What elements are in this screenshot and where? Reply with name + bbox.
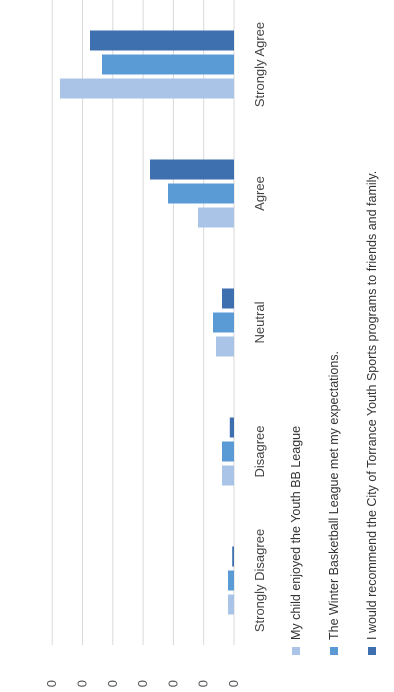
value-tick-label: 0 — [226, 680, 241, 687]
category-labels: Strongly Disagree Disagree Neutral Agree Str… — [252, 22, 267, 632]
bar-2-strongly-agree — [102, 54, 234, 75]
bars — [60, 30, 234, 615]
legend-swatch — [330, 647, 338, 655]
legend-swatch — [368, 647, 376, 655]
bar-2-strongly-disagree — [228, 570, 234, 591]
value-tick-label: 0 — [105, 680, 120, 687]
category-label: Strongly Agree — [252, 22, 267, 107]
bar-3-strongly-agree — [90, 30, 234, 51]
value-tick-label: 0 — [165, 680, 180, 687]
bar-1-disagree — [222, 465, 234, 486]
bar-2-agree — [168, 183, 234, 204]
bar-1-neutral — [216, 336, 234, 357]
category-label: Strongly Disagree — [252, 529, 267, 632]
value-tick-label: 0 — [196, 680, 211, 687]
value-tick-label: 0 — [135, 680, 150, 687]
legend-label: The Winter Basketball League met my expe… — [327, 351, 341, 640]
bar-2-disagree — [222, 441, 234, 462]
value-tick-label: 0 — [44, 680, 59, 687]
category-label: Agree — [252, 176, 267, 211]
bar-1-agree — [198, 207, 234, 228]
legend-label: I would recommend the City of Torrance Y… — [365, 171, 379, 640]
value-tick-labels: 0 0 0 0 0 0 0 — [44, 680, 241, 687]
legend-label: My child enjoyed the Youth BB League — [289, 426, 303, 640]
bar-1-strongly-disagree — [228, 594, 234, 615]
bar-3-strongly-disagree — [232, 546, 234, 567]
legend: My child enjoyed the Youth BB League The … — [289, 171, 379, 655]
bar-3-neutral — [222, 288, 234, 309]
bar-2-neutral — [213, 312, 234, 333]
value-tick-label: 0 — [75, 680, 90, 687]
bar-3-disagree — [229, 417, 234, 438]
legend-swatch — [292, 647, 300, 655]
category-label: Disagree — [252, 425, 267, 477]
bar-3-agree — [150, 159, 234, 180]
bar-1-strongly-agree — [60, 78, 234, 99]
gridlines — [51, 0, 235, 645]
category-label: Neutral — [252, 301, 267, 343]
